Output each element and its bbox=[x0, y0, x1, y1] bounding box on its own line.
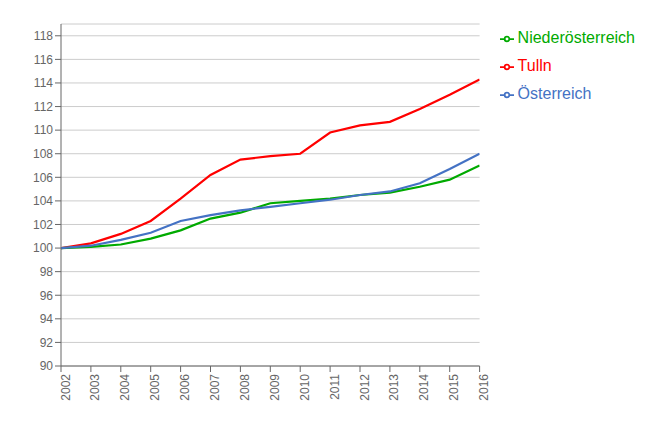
svg-text:2015: 2015 bbox=[447, 374, 461, 401]
html-text:Österreich: Österreich bbox=[517, 85, 592, 102]
svg-text:102: 102 bbox=[33, 218, 53, 232]
svg-text:104: 104 bbox=[33, 194, 53, 208]
svg-text:2012: 2012 bbox=[358, 374, 372, 401]
svg-text:2011: 2011 bbox=[328, 374, 342, 400]
svg-text:2002: 2002 bbox=[59, 374, 73, 401]
svg-text:116: 116 bbox=[34, 53, 53, 67]
svg-text:2006: 2006 bbox=[178, 374, 192, 401]
svg-text:100: 100 bbox=[33, 241, 53, 255]
svg-text:90: 90 bbox=[40, 359, 54, 373]
svg-text:98: 98 bbox=[40, 265, 54, 279]
svg-text:2016: 2016 bbox=[477, 374, 491, 401]
svg-text:112: 112 bbox=[34, 100, 53, 114]
svg-text:2009: 2009 bbox=[268, 374, 282, 401]
svg-text:110: 110 bbox=[34, 123, 53, 137]
html-text:Niederösterreich: Niederösterreich bbox=[517, 29, 635, 46]
svg-text:2007: 2007 bbox=[208, 374, 222, 401]
svg-text:118: 118 bbox=[34, 29, 53, 43]
svg-text:96: 96 bbox=[40, 289, 54, 303]
svg-text:2005: 2005 bbox=[148, 374, 162, 401]
svg-text:108: 108 bbox=[33, 147, 53, 161]
svg-text:2010: 2010 bbox=[298, 374, 312, 401]
svg-text:106: 106 bbox=[33, 171, 53, 185]
svg-text:2013: 2013 bbox=[387, 374, 401, 401]
svg-text:2014: 2014 bbox=[417, 374, 431, 401]
svg-text:114: 114 bbox=[34, 76, 53, 90]
html-text:Tulln: Tulln bbox=[517, 57, 552, 74]
svg-text:2008: 2008 bbox=[238, 374, 252, 401]
svg-text:2003: 2003 bbox=[88, 374, 102, 401]
svg-text:2004: 2004 bbox=[118, 374, 132, 401]
svg-text:92: 92 bbox=[40, 336, 54, 350]
svg-text:94: 94 bbox=[40, 312, 54, 326]
